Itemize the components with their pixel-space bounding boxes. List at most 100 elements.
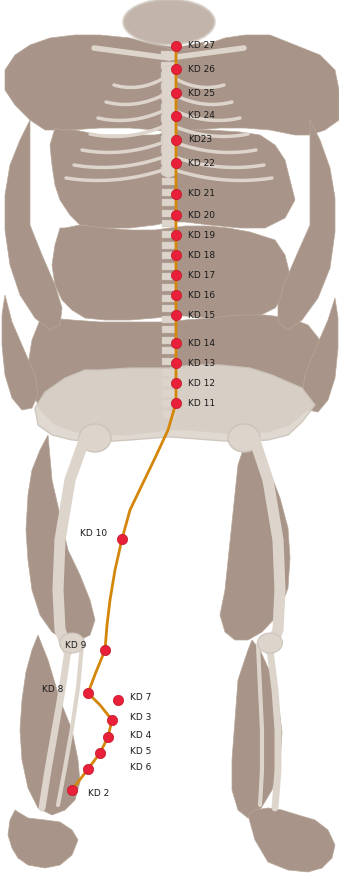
Bar (162, 316, 176, 323)
Bar (161, 156, 177, 164)
Text: KD 22: KD 22 (188, 158, 215, 167)
Point (119, 532, 125, 546)
Text: KD 26: KD 26 (188, 64, 215, 73)
Point (173, 248, 179, 262)
Text: KD 6: KD 6 (130, 763, 152, 772)
Bar (162, 411, 176, 418)
Text: KD 19: KD 19 (188, 231, 215, 240)
Bar (161, 125, 177, 132)
Text: KD 13: KD 13 (188, 358, 215, 367)
Bar (162, 337, 176, 344)
Bar (162, 199, 176, 207)
Polygon shape (278, 120, 335, 330)
Point (109, 713, 115, 727)
Text: KD 10: KD 10 (80, 529, 107, 538)
Polygon shape (35, 365, 315, 442)
Bar (162, 358, 176, 365)
Point (173, 86, 179, 100)
Bar (161, 93, 177, 100)
Text: KD23: KD23 (188, 136, 212, 145)
Text: KD 14: KD 14 (188, 339, 215, 348)
Polygon shape (20, 635, 80, 815)
Text: KD 21: KD 21 (188, 190, 215, 198)
Polygon shape (50, 128, 295, 228)
Bar (162, 252, 176, 259)
Bar (161, 114, 177, 122)
Point (115, 693, 121, 707)
Bar (162, 274, 176, 281)
Bar (161, 104, 177, 111)
Text: KD 27: KD 27 (188, 41, 215, 50)
Polygon shape (5, 35, 339, 135)
Point (173, 336, 179, 350)
Text: KD 17: KD 17 (188, 271, 215, 280)
Point (173, 62, 179, 76)
Polygon shape (162, 65, 176, 178)
Text: KD 25: KD 25 (188, 89, 215, 97)
Polygon shape (8, 810, 78, 868)
Point (69, 783, 75, 797)
Point (173, 207, 179, 222)
Polygon shape (52, 225, 290, 320)
Bar (162, 231, 176, 238)
Text: KD 7: KD 7 (130, 693, 152, 702)
Text: KD 12: KD 12 (188, 378, 215, 387)
Text: KD 2: KD 2 (88, 789, 109, 797)
Text: KD 24: KD 24 (188, 112, 215, 121)
Point (173, 375, 179, 390)
Text: KD 20: KD 20 (188, 210, 215, 220)
Point (173, 228, 179, 242)
Bar (162, 263, 176, 270)
Bar (161, 136, 177, 143)
Polygon shape (2, 295, 38, 410)
Ellipse shape (124, 0, 214, 44)
Polygon shape (28, 315, 325, 435)
Bar (162, 284, 176, 291)
Polygon shape (220, 435, 290, 640)
Text: KD 4: KD 4 (130, 730, 151, 739)
Polygon shape (248, 808, 335, 872)
Point (173, 268, 179, 283)
Text: KD 5: KD 5 (130, 746, 152, 755)
Ellipse shape (60, 633, 84, 653)
Bar (161, 178, 177, 185)
Bar (162, 210, 176, 217)
Bar (161, 62, 177, 69)
Bar (161, 72, 177, 80)
Point (173, 288, 179, 302)
Point (173, 109, 179, 123)
Ellipse shape (79, 424, 111, 452)
Point (173, 308, 179, 322)
Point (85, 686, 91, 700)
Bar (162, 348, 176, 354)
Point (173, 38, 179, 53)
Polygon shape (145, 42, 205, 62)
Point (173, 133, 179, 148)
Polygon shape (232, 640, 282, 818)
Point (173, 156, 179, 170)
Bar (162, 294, 176, 301)
Point (173, 356, 179, 370)
Ellipse shape (228, 424, 260, 452)
Bar (161, 83, 177, 89)
Bar (162, 401, 176, 408)
Point (97, 746, 103, 760)
Bar (162, 368, 176, 375)
Ellipse shape (123, 0, 215, 45)
Text: KD 3: KD 3 (130, 713, 152, 722)
Bar (161, 147, 177, 153)
Polygon shape (26, 435, 95, 640)
Point (173, 187, 179, 201)
Text: KD 16: KD 16 (188, 291, 215, 299)
Text: KD 11: KD 11 (188, 399, 215, 408)
Point (102, 643, 108, 657)
Point (85, 762, 91, 776)
Bar (162, 390, 176, 397)
Polygon shape (302, 298, 338, 412)
Text: KD 8: KD 8 (42, 686, 63, 695)
Polygon shape (5, 120, 62, 330)
Bar (162, 305, 176, 312)
Text: KD 15: KD 15 (188, 310, 215, 319)
Bar (161, 51, 177, 58)
Bar (162, 189, 176, 196)
